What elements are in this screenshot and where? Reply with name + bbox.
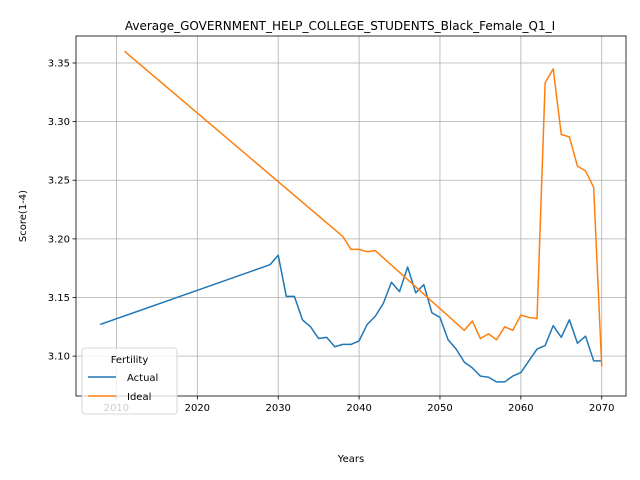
legend-entry: Actual [127, 373, 158, 384]
y-axis: 3.10 3.15 3.20 3.25 3.30 3.35 [48, 58, 76, 363]
y-axis-label: Score(1-4) [18, 190, 29, 242]
y-tick-label: 3.15 [48, 293, 70, 304]
x-axis-label: Years [337, 454, 364, 465]
series-line-actual [100, 254, 602, 383]
x-tick-label: 2030 [265, 403, 290, 414]
x-tick-label: 2050 [427, 403, 452, 414]
legend-title: Fertility [111, 355, 149, 366]
plot-frame [75, 35, 627, 397]
x-tick-label: 2060 [508, 403, 533, 414]
legend: Fertility Actual Ideal [81, 347, 178, 415]
x-tick-label: 2070 [589, 403, 614, 414]
legend-box [81, 347, 178, 415]
y-tick-label: 3.10 [48, 352, 70, 363]
y-tick-label: 3.20 [48, 234, 70, 245]
chart-title: Average_GOVERNMENT_HELP_COLLEGE_STUDENTS… [125, 19, 555, 33]
y-tick-label: 3.30 [48, 117, 70, 128]
y-tick-label: 3.25 [48, 176, 70, 187]
x-tick-label: 2020 [185, 403, 210, 414]
legend-entry: Ideal [127, 392, 151, 403]
x-tick-label: 2040 [346, 403, 371, 414]
series-layer [100, 50, 603, 383]
series-line-ideal [124, 50, 603, 367]
y-tick-label: 3.35 [48, 58, 70, 69]
